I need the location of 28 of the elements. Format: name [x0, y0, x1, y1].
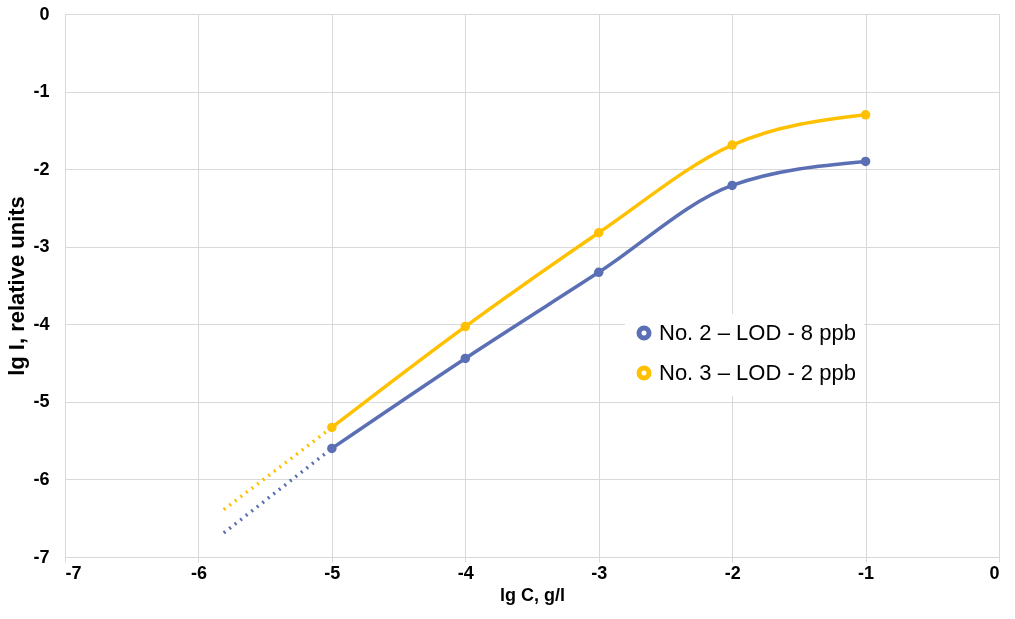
x-tick-label: -5 — [324, 562, 341, 583]
y-tick-label: -6 — [33, 468, 50, 489]
x-tick-label: -2 — [724, 562, 741, 583]
x-tick-label: -6 — [190, 562, 207, 583]
y-tick-label: -2 — [33, 158, 50, 179]
point — [593, 267, 604, 278]
y-tick-label: -1 — [33, 81, 50, 102]
y-tick-label: -4 — [33, 313, 50, 334]
legend-label: No. 2 – LOD - 8 ppb — [659, 320, 856, 345]
x-axis-title: lg C, g/l — [500, 584, 565, 605]
point — [727, 140, 737, 150]
legend-label: No. 3 – LOD - 2 ppb — [659, 360, 856, 385]
y-tick-label: 0 — [39, 3, 50, 24]
point — [860, 156, 871, 167]
point — [860, 110, 871, 120]
x-tick-label: 0 — [989, 562, 1000, 583]
y-tick-label: -5 — [33, 391, 50, 412]
y-tick-label: -3 — [33, 236, 50, 257]
x-tick-label: -3 — [591, 562, 608, 583]
x-tick-label: -1 — [858, 562, 875, 583]
point — [460, 353, 471, 364]
point — [593, 228, 604, 238]
x-tick-label: -7 — [65, 562, 82, 583]
point — [727, 180, 737, 191]
x-tick-label: -4 — [457, 562, 474, 583]
y-axis-title: lg I, relative units — [4, 196, 30, 376]
point — [460, 321, 471, 332]
y-tick-label: -7 — [33, 546, 50, 567]
